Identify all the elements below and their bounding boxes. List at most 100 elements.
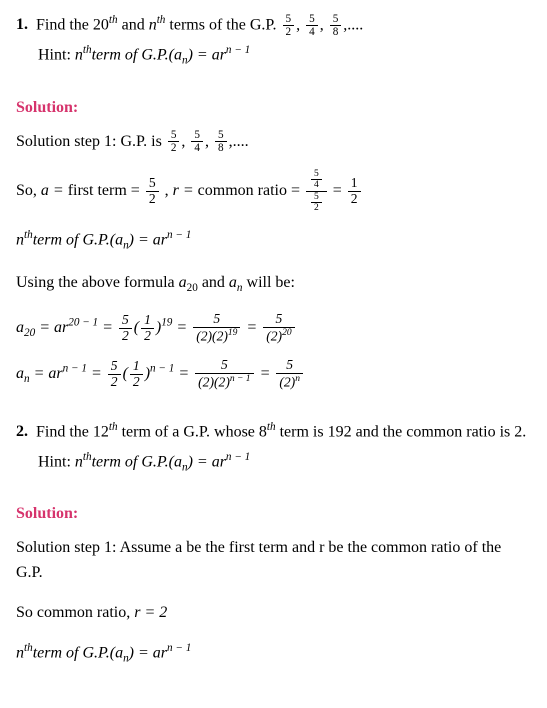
gp-frac-3b: 58 [215,129,227,155]
hint-n: n [75,47,83,64]
nf-t3: ) = ar [129,232,167,249]
n: 5 [108,359,121,375]
frac-den: 2 [283,26,295,38]
t2: 8 [259,423,267,440]
ns: th [24,642,33,654]
hsup: n − 1 [226,451,250,463]
wb: will be: [243,274,295,291]
f1: 52 [119,313,132,344]
gp-frac-3: 58 [330,13,342,39]
rv: 2. [514,423,526,440]
frac-num: 5 [330,13,342,26]
frac-den: 2 [348,192,361,207]
gp-tail: ,.... [343,16,363,33]
gp-frac-1b: 52 [168,129,180,155]
frac-den: 4 [306,26,318,38]
gp-tail-b: ,.... [229,133,249,150]
eq3: = [333,182,346,199]
e2: 19 [161,317,172,329]
frac-num: 5 [191,129,203,142]
step1-prefix: Solution step 1: G.P. is [16,133,166,150]
s1: 20 [24,327,35,339]
frac-num: 5 [146,176,159,192]
hint-sup: n − 1 [226,44,250,56]
d: 4 [311,180,322,190]
n: 5 [311,169,322,180]
f4: 5(2)n [276,358,303,390]
step-2: So common ratio, r = 2 [16,600,531,626]
a20-equation: a20 = ar20 − 1 = 52(12)19 = 5(2)(2)19 = … [16,312,531,344]
and: and [198,274,229,291]
ds: 20 [282,328,292,338]
m1: term of a G.P. whose [118,423,259,440]
q-mid1: and [118,16,149,33]
frac-num: 5 [306,13,318,26]
nth-formula: nthterm of G.P.(an) = arn − 1 [16,640,531,668]
a-eq: a = [41,182,68,199]
f4: 5(2)20 [263,312,294,344]
cr-text: common ratio [198,182,291,199]
e1: 20 − 1 [68,317,98,329]
s2p: So common ratio, [16,604,134,621]
a20-sub: 20 [187,282,198,294]
nf-sup: n − 1 [167,229,191,241]
n: 5 [263,312,294,328]
nf-n: n [16,232,24,249]
frac-den: 4 [191,142,203,154]
n: 1 [141,313,154,329]
question-text: Find the 20th and nth terms of the G.P. … [36,12,531,38]
f1: 52 [108,359,121,390]
ratio-compound: 54 52 [306,169,327,214]
q-term1: 20 [93,16,109,33]
frac-5-2: 52 [146,176,159,207]
gp-frac-2b: 54 [191,129,203,155]
problem-1: 1. Find the 20th and nth terms of the G.… [16,12,531,391]
q-mid2: terms of the G.P. [165,16,280,33]
ratio-den: 52 [306,192,327,214]
frac-den: 8 [215,142,227,154]
q-prefix: Find the [36,16,93,33]
solution-label: Solution: [16,501,531,527]
frac-den: 2 [168,142,180,154]
hl: Hint: [38,453,75,470]
question-number: 1. [16,12,28,38]
n: 5 [195,358,253,374]
a20: a [179,274,187,291]
gp-frac-2: 54 [306,13,318,39]
n1: n [16,644,24,661]
an-equation: an = arn − 1 = 52(12)n − 1 = 5(2)(2)n − … [16,358,531,390]
step-1: Solution step 1: Assume a be the first t… [16,535,531,586]
problem-2: 2. Find the 12th term of a G.P. whose 8t… [16,419,531,668]
nsup: n − 1 [167,642,191,654]
frac-num: 1 [348,176,361,192]
hint-text3: ) = ar [188,47,226,64]
frac-num: 5 [168,129,180,142]
s1: n [24,374,30,386]
eq2: = [291,182,304,199]
question-text: Find the 12th term of a G.P. whose 8th t… [36,419,531,445]
ds: n − 1 [230,374,251,384]
d: 2 [119,329,132,344]
h3: ) = ar [188,453,226,470]
m2: term is 192 and the common ratio is [276,423,515,440]
frac-1-2: 12 [348,176,361,207]
d: (2)(2)19 [193,328,240,344]
dd: (2)(2) [196,328,228,343]
q-term2: n [149,16,157,33]
fi: Using the above formula [16,274,179,291]
hint-label: Hint: [38,47,75,64]
d: (2)n [276,374,303,390]
n: 5 [119,313,132,329]
step-1: Solution step 1: G.P. is 52, 54, 58,.... [16,129,531,155]
n: 5 [193,312,240,328]
e2: n − 1 [150,363,174,375]
d: (2)20 [263,328,294,344]
h2: term of G.P.(a [92,453,182,470]
dd: (2)(2) [198,375,230,390]
question-line: 2. Find the 12th term of a G.P. whose 8t… [16,419,531,445]
hint-line: Hint: nthterm of G.P.(an) = arn − 1 [38,42,531,70]
ds: n [295,374,300,384]
frac-num: 5 [283,13,295,26]
frac-num: 5 [215,129,227,142]
hint-th: th [83,44,92,56]
